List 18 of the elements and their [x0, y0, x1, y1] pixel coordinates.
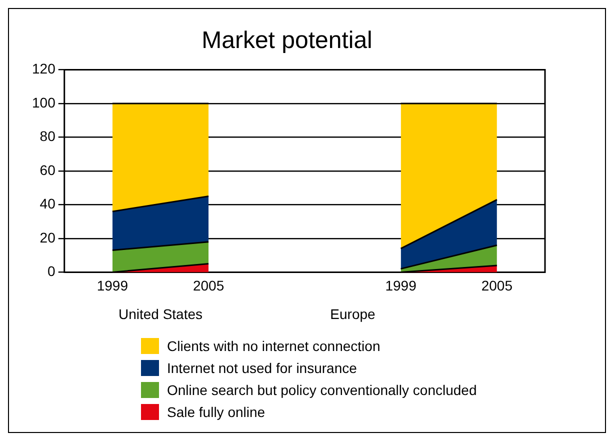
- legend-label: Internet not used for insurance: [167, 360, 357, 376]
- x-tick-label: 2005: [192, 277, 224, 294]
- y-tick-label: 80: [40, 128, 56, 144]
- chart-title: Market potential: [202, 27, 372, 54]
- x-tick-label: 1999: [96, 277, 128, 294]
- x-tick-label: 1999: [385, 277, 417, 294]
- y-tick-label: 0: [48, 263, 56, 280]
- y-tick-label: 120: [32, 60, 56, 77]
- y-tick-label: 60: [40, 162, 56, 178]
- y-tick-label: 20: [40, 229, 56, 246]
- y-tick-label: 40: [40, 196, 56, 212]
- legend-label: Clients with no internet connection: [167, 338, 380, 354]
- legend-label: Online search but policy conventionally concluded: [167, 382, 477, 398]
- legend-label: Sale fully online: [167, 404, 266, 420]
- text: United States: [118, 306, 203, 322]
- text: Europe: [330, 306, 376, 322]
- x-tick-label: 2005: [481, 277, 513, 294]
- y-tick-label: 100: [32, 94, 56, 110]
